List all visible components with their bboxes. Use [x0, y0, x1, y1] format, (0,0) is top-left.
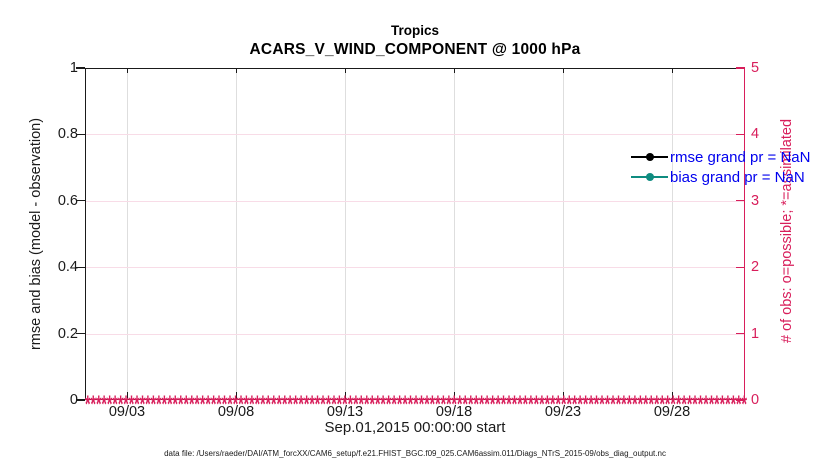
legend-label: rmse grand pr = NaN [670, 148, 811, 166]
x-tick-top [236, 68, 238, 73]
y-grid-line [85, 267, 745, 269]
legend-marker-dot [645, 173, 654, 181]
x-tick-top [454, 68, 456, 73]
x-tick-label: 09/08 [217, 404, 255, 420]
y-left-tick-label: 0.6 [57, 192, 78, 209]
y-left-tick-label: 0.2 [57, 325, 78, 342]
bottom-spine [85, 398, 745, 400]
chart-title: Tropics [390, 23, 439, 38]
y-left-tick [76, 67, 85, 69]
x-tick-top [562, 68, 565, 73]
chart-subtitle: ACARS_V_WIND_COMPONENT @ 1000 hPa [249, 41, 581, 58]
y-left-tick [76, 266, 85, 268]
x-tick-bottom [454, 392, 456, 400]
left-spine [85, 68, 87, 400]
x-tick-bottom [672, 392, 674, 400]
y-left-tick-label: 0 [69, 392, 78, 408]
legend-item: bias grand pr = NaN [631, 167, 810, 187]
y-grid-line [85, 200, 745, 202]
svg-text:******************************: ****************************************… [85, 391, 747, 418]
y-left-tick [76, 399, 85, 401]
right-spine [743, 68, 745, 400]
legend: rmse grand pr = NaN bias grand pr = NaN [631, 147, 810, 187]
x-grid-line [562, 68, 564, 400]
y-left-tick-label: 1 [69, 60, 78, 76]
x-tick-top [344, 68, 347, 73]
x-tick-bottom [236, 392, 238, 400]
y-right-tick-label: 3 [751, 192, 760, 209]
footer-datafile: data file: /Users/raeder/DAI/ATM_forcXX/… [164, 449, 666, 458]
x-tick-top [672, 68, 674, 73]
x-tick-label: 09/03 [108, 404, 146, 420]
y-right-tick [736, 399, 745, 401]
y-right-tick [736, 67, 745, 69]
y-left-tick [76, 200, 85, 202]
x-tick-top [126, 68, 129, 73]
x-grid-line [236, 68, 237, 400]
x-tick-label: 09/28 [653, 404, 691, 420]
legend-line [631, 153, 668, 161]
x-tick-label: 09/23 [544, 404, 582, 420]
x-axis-label: Sep.01,2015 00:00:00 start [324, 419, 506, 436]
y-right-tick [736, 200, 745, 202]
obs-marker-band: ****************************************… [85, 391, 747, 418]
plot-area: ****************************************… [76, 67, 810, 418]
y-grid-line [85, 134, 745, 136]
y-grid-line [85, 333, 745, 335]
x-tick-bottom [344, 392, 347, 400]
y-left-tick-label: 0.4 [57, 259, 78, 276]
x-grid-line [454, 68, 455, 400]
x-tick-label: 09/13 [326, 404, 364, 420]
legend-item: rmse grand pr = NaN [631, 147, 810, 167]
top-spine [85, 68, 745, 70]
legend-line [631, 173, 668, 181]
x-grid-line [672, 68, 673, 400]
y-right-tick-label: 2 [751, 259, 760, 276]
y-right-tick-label: 0 [751, 392, 760, 408]
x-grid-line [126, 68, 128, 400]
y-right-tick-label: 4 [751, 126, 760, 143]
y-left-tick-label: 0.8 [57, 126, 78, 143]
x-grid-line [344, 68, 346, 400]
legend-marker-dot [645, 153, 654, 161]
x-tick-bottom [562, 392, 565, 400]
y-right-tick [736, 133, 745, 136]
left-axis-label: rmse and bias (model - observation) [28, 117, 44, 351]
x-tick-label: 09/18 [435, 404, 473, 420]
y-right-tick-label: 5 [751, 60, 760, 76]
y-left-tick [76, 133, 85, 136]
y-left-tick [76, 332, 85, 335]
y-right-tick-label: 1 [751, 325, 760, 342]
legend-label: bias grand pr = NaN [670, 168, 805, 186]
y-right-tick [736, 332, 745, 335]
y-right-tick [736, 266, 745, 268]
x-tick-bottom [126, 392, 129, 400]
